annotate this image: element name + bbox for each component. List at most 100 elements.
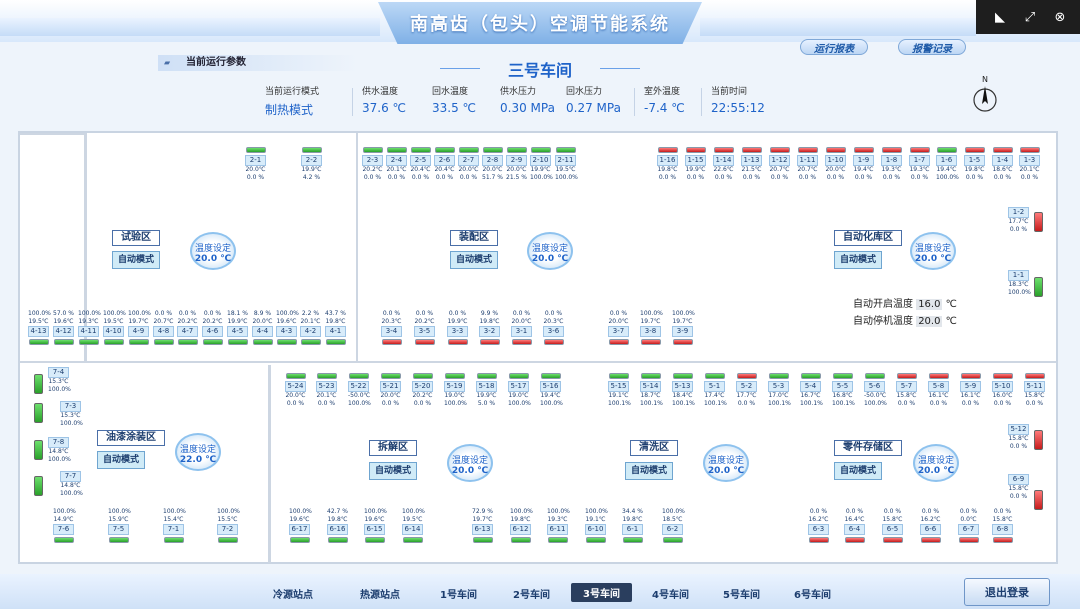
alarm-button[interactable]: 报警记录 — [898, 39, 966, 55]
ac-unit[interactable]: 100.0% 19.5℃ 4-13 — [28, 310, 51, 352]
close-icon[interactable]: ⊗ — [1046, 0, 1074, 34]
nav-item[interactable]: 6号车间 — [794, 590, 831, 601]
ac-unit[interactable]: 100.0% 15.4℃ 7-1 — [163, 508, 186, 550]
nav-item[interactable]: 4号车间 — [652, 590, 689, 601]
ac-unit[interactable]: 100.0% 18.5℃ 6-2 — [662, 508, 685, 550]
ac-unit[interactable]: 1-13 21.5℃ 0.0 % — [741, 147, 762, 189]
nav-item[interactable]: 热源站点 — [360, 590, 400, 601]
ac-unit-side[interactable]: 7-3 15.3℃ 100.0% — [60, 401, 83, 443]
zone-mode-button[interactable]: 自动模式 — [112, 251, 161, 269]
ac-unit[interactable]: 100.0% 19.3℃ 4-11 — [78, 310, 101, 352]
ac-unit[interactable]: 5-10 16.0℃ 0.0 % — [992, 373, 1013, 415]
ac-unit[interactable]: 100.0% 19.5℃ 4-10 — [103, 310, 126, 352]
ac-unit[interactable]: 2-3 20.2℃ 0.0 % — [362, 147, 383, 189]
ac-unit[interactable]: 100.0% 14.9℃ 7-6 — [53, 508, 76, 550]
ac-unit[interactable]: 1-9 19.4℃ 0.0 % — [853, 147, 874, 189]
ac-unit[interactable]: 2-8 20.0℃ 51.7 % — [482, 147, 503, 189]
ac-unit[interactable]: 5-8 16.1℃ 0.0 % — [928, 373, 949, 415]
ac-unit[interactable]: 5-19 19.0℃ 100.0% — [444, 373, 467, 415]
ac-unit[interactable]: 100.0% 19.3℃ 6-11 — [547, 508, 570, 550]
fullscreen-icon[interactable]: ⤢ — [1016, 0, 1044, 34]
ac-unit[interactable]: 0.0 % 20.7℃ 4-8 — [153, 310, 174, 352]
ac-unit[interactable]: 0.0 % 20.0℃ 3-1 — [511, 310, 532, 352]
ac-unit-side[interactable]: 1-2 17.7℃ 0.0 % — [1008, 207, 1029, 249]
logout-button[interactable]: 退出登录 — [964, 578, 1050, 606]
ac-unit[interactable]: 42.7 % 19.8℃ 6-16 — [327, 508, 348, 550]
ac-unit[interactable]: 1-6 19.4℃ 100.0% — [936, 147, 959, 189]
nav-item[interactable]: 冷源站点 — [273, 590, 313, 601]
cast-icon[interactable]: ◣ — [986, 0, 1014, 34]
ac-unit[interactable]: 0.0 % 20.2℃ 4-6 — [202, 310, 223, 352]
ac-unit[interactable]: 5-9 16.1℃ 0.0 % — [960, 373, 981, 415]
ac-unit[interactable]: 2-7 20.0℃ 0.0 % — [458, 147, 479, 189]
ac-unit[interactable]: 8.9 % 20.0℃ 4-4 — [252, 310, 273, 352]
zone-temp-setpoint[interactable]: 温度设定 20.0 ℃ — [447, 444, 493, 482]
ac-unit[interactable]: 0.0 % 19.9℃ 3-3 — [447, 310, 468, 352]
ac-unit[interactable]: 0.0 % 0.0℃ 6-7 — [958, 508, 979, 550]
ac-unit[interactable]: 5-23 20.1℃ 0.0 % — [316, 373, 337, 415]
ac-unit-side[interactable]: 7-4 15.3℃ 100.0% — [48, 367, 71, 409]
ac-unit[interactable]: 100.0% 15.9℃ 7-5 — [108, 508, 131, 550]
ac-unit[interactable]: 57.0 % 19.6℃ 4-12 — [53, 310, 74, 352]
ac-unit[interactable]: 2-5 20.4℃ 0.0 % — [410, 147, 431, 189]
report-button[interactable]: 运行报表 — [800, 39, 868, 55]
ac-unit[interactable]: 0.0 % 16.2℃ 6-3 — [808, 508, 829, 550]
zone-mode-button[interactable]: 自动模式 — [834, 251, 883, 269]
zone-temp-setpoint[interactable]: 温度设定 20.0 ℃ — [703, 444, 749, 482]
ac-unit[interactable]: 5-5 16.8℃ 100.1% — [832, 373, 855, 415]
ac-unit[interactable]: 5-1 17.4℃ 100.1% — [704, 373, 727, 415]
auto-stop-value[interactable]: 20.0 — [916, 316, 943, 327]
auto-start-value[interactable]: 16.0 — [916, 299, 943, 310]
ac-unit-side[interactable]: 7-8 14.8℃ 100.0% — [48, 437, 71, 479]
ac-unit[interactable]: 5-15 19.1℃ 100.1% — [608, 373, 631, 415]
zone-temp-setpoint[interactable]: 温度设定 20.0 ℃ — [527, 232, 573, 270]
ac-unit[interactable]: 100.0% 19.7℃ 4-9 — [128, 310, 151, 352]
ac-unit[interactable]: 9.9 % 19.8℃ 3-2 — [479, 310, 500, 352]
ac-unit[interactable]: 100.0% 19.6℃ 6-15 — [364, 508, 387, 550]
ac-unit[interactable]: 1-7 19.3℃ 0.0 % — [909, 147, 930, 189]
zone-mode-button[interactable]: 自动模式 — [369, 462, 418, 480]
ac-unit[interactable]: 18.1 % 19.9℃ 4-5 — [227, 310, 248, 352]
ac-unit[interactable]: 5-24 20.0℃ 0.0 % — [285, 373, 306, 415]
ac-unit[interactable]: 1-16 19.8℃ 0.0 % — [657, 147, 678, 189]
ac-unit[interactable]: 43.7 % 19.8℃ 4-1 — [325, 310, 346, 352]
ac-unit-side[interactable]: 7-7 14.8℃ 100.0% — [60, 471, 83, 513]
ac-unit[interactable]: 0.0 % 20.0℃ 3-7 — [608, 310, 629, 352]
ac-unit[interactable]: 5-11 15.8℃ 0.0 % — [1024, 373, 1045, 415]
zone-temp-setpoint[interactable]: 温度设定 20.0 ℃ — [913, 444, 959, 482]
zone-mode-button[interactable]: 自动模式 — [625, 462, 674, 480]
ac-unit[interactable]: 34.4 % 19.8℃ 6-1 — [622, 508, 643, 550]
ac-unit[interactable]: 1-3 20.1℃ 0.0 % — [1019, 147, 1040, 189]
ac-unit-side[interactable]: 1-1 18.3℃ 100.0% — [1008, 270, 1031, 312]
ac-unit[interactable]: 72.9 % 19.7℃ 6-13 — [472, 508, 493, 550]
ac-unit[interactable]: 0.0 % 15.8℃ 6-8 — [992, 508, 1013, 550]
ac-unit[interactable]: 1-12 20.7℃ 0.0 % — [769, 147, 790, 189]
ac-unit[interactable]: 5-6 -50.0℃ 100.0% — [864, 373, 887, 415]
ac-unit[interactable]: 100.0% 19.7℃ 3-9 — [672, 310, 695, 352]
ac-unit[interactable]: 2-6 20.4℃ 0.0 % — [434, 147, 455, 189]
ac-unit[interactable]: 0.0 % 20.2℃ 4-7 — [177, 310, 198, 352]
ac-unit[interactable]: 100.0% 19.1℃ 6-10 — [585, 508, 608, 550]
nav-item[interactable]: 5号车间 — [723, 590, 760, 601]
ac-unit[interactable]: 100.0% 19.6℃ 6-17 — [289, 508, 312, 550]
ac-unit[interactable]: 0.0 % 20.3℃ 3-4 — [381, 310, 402, 352]
ac-unit[interactable]: 1-11 20.7℃ 0.0 % — [797, 147, 818, 189]
nav-item[interactable]: 2号车间 — [513, 590, 550, 601]
nav-item[interactable]: 1号车间 — [440, 590, 477, 601]
ac-unit[interactable]: 1-5 19.8℃ 0.0 % — [964, 147, 985, 189]
ac-unit[interactable]: 5-13 18.4℃ 100.1% — [672, 373, 695, 415]
ac-unit[interactable]: 100.0% 19.5℃ 6-14 — [402, 508, 425, 550]
ac-unit[interactable]: 5-20 20.2℃ 0.0 % — [412, 373, 433, 415]
ac-unit[interactable]: 100.0% 19.6℃ 4-3 — [276, 310, 299, 352]
ac-unit[interactable]: 2-2 19.9℃ 4.2 % — [301, 147, 322, 189]
ac-unit[interactable]: 5-7 15.8℃ 0.0 % — [896, 373, 917, 415]
ac-unit[interactable]: 0.0 % 16.4℃ 6-4 — [844, 508, 865, 550]
ac-unit[interactable]: 0.0 % 20.2℃ 3-5 — [414, 310, 435, 352]
ac-unit[interactable]: 5-16 19.4℃ 100.0% — [540, 373, 563, 415]
ac-unit[interactable]: 2-9 20.0℃ 21.5 % — [506, 147, 527, 189]
ac-unit-side[interactable]: 6-9 15.8℃ 0.0 % — [1008, 474, 1029, 516]
ac-unit[interactable]: 100.0% 15.5℃ 7-2 — [217, 508, 240, 550]
ac-unit[interactable]: 5-2 17.7℃ 0.0 % — [736, 373, 757, 415]
zone-temp-setpoint[interactable]: 温度设定 20.0 ℃ — [190, 232, 236, 270]
zone-mode-button[interactable]: 自动模式 — [97, 451, 146, 469]
